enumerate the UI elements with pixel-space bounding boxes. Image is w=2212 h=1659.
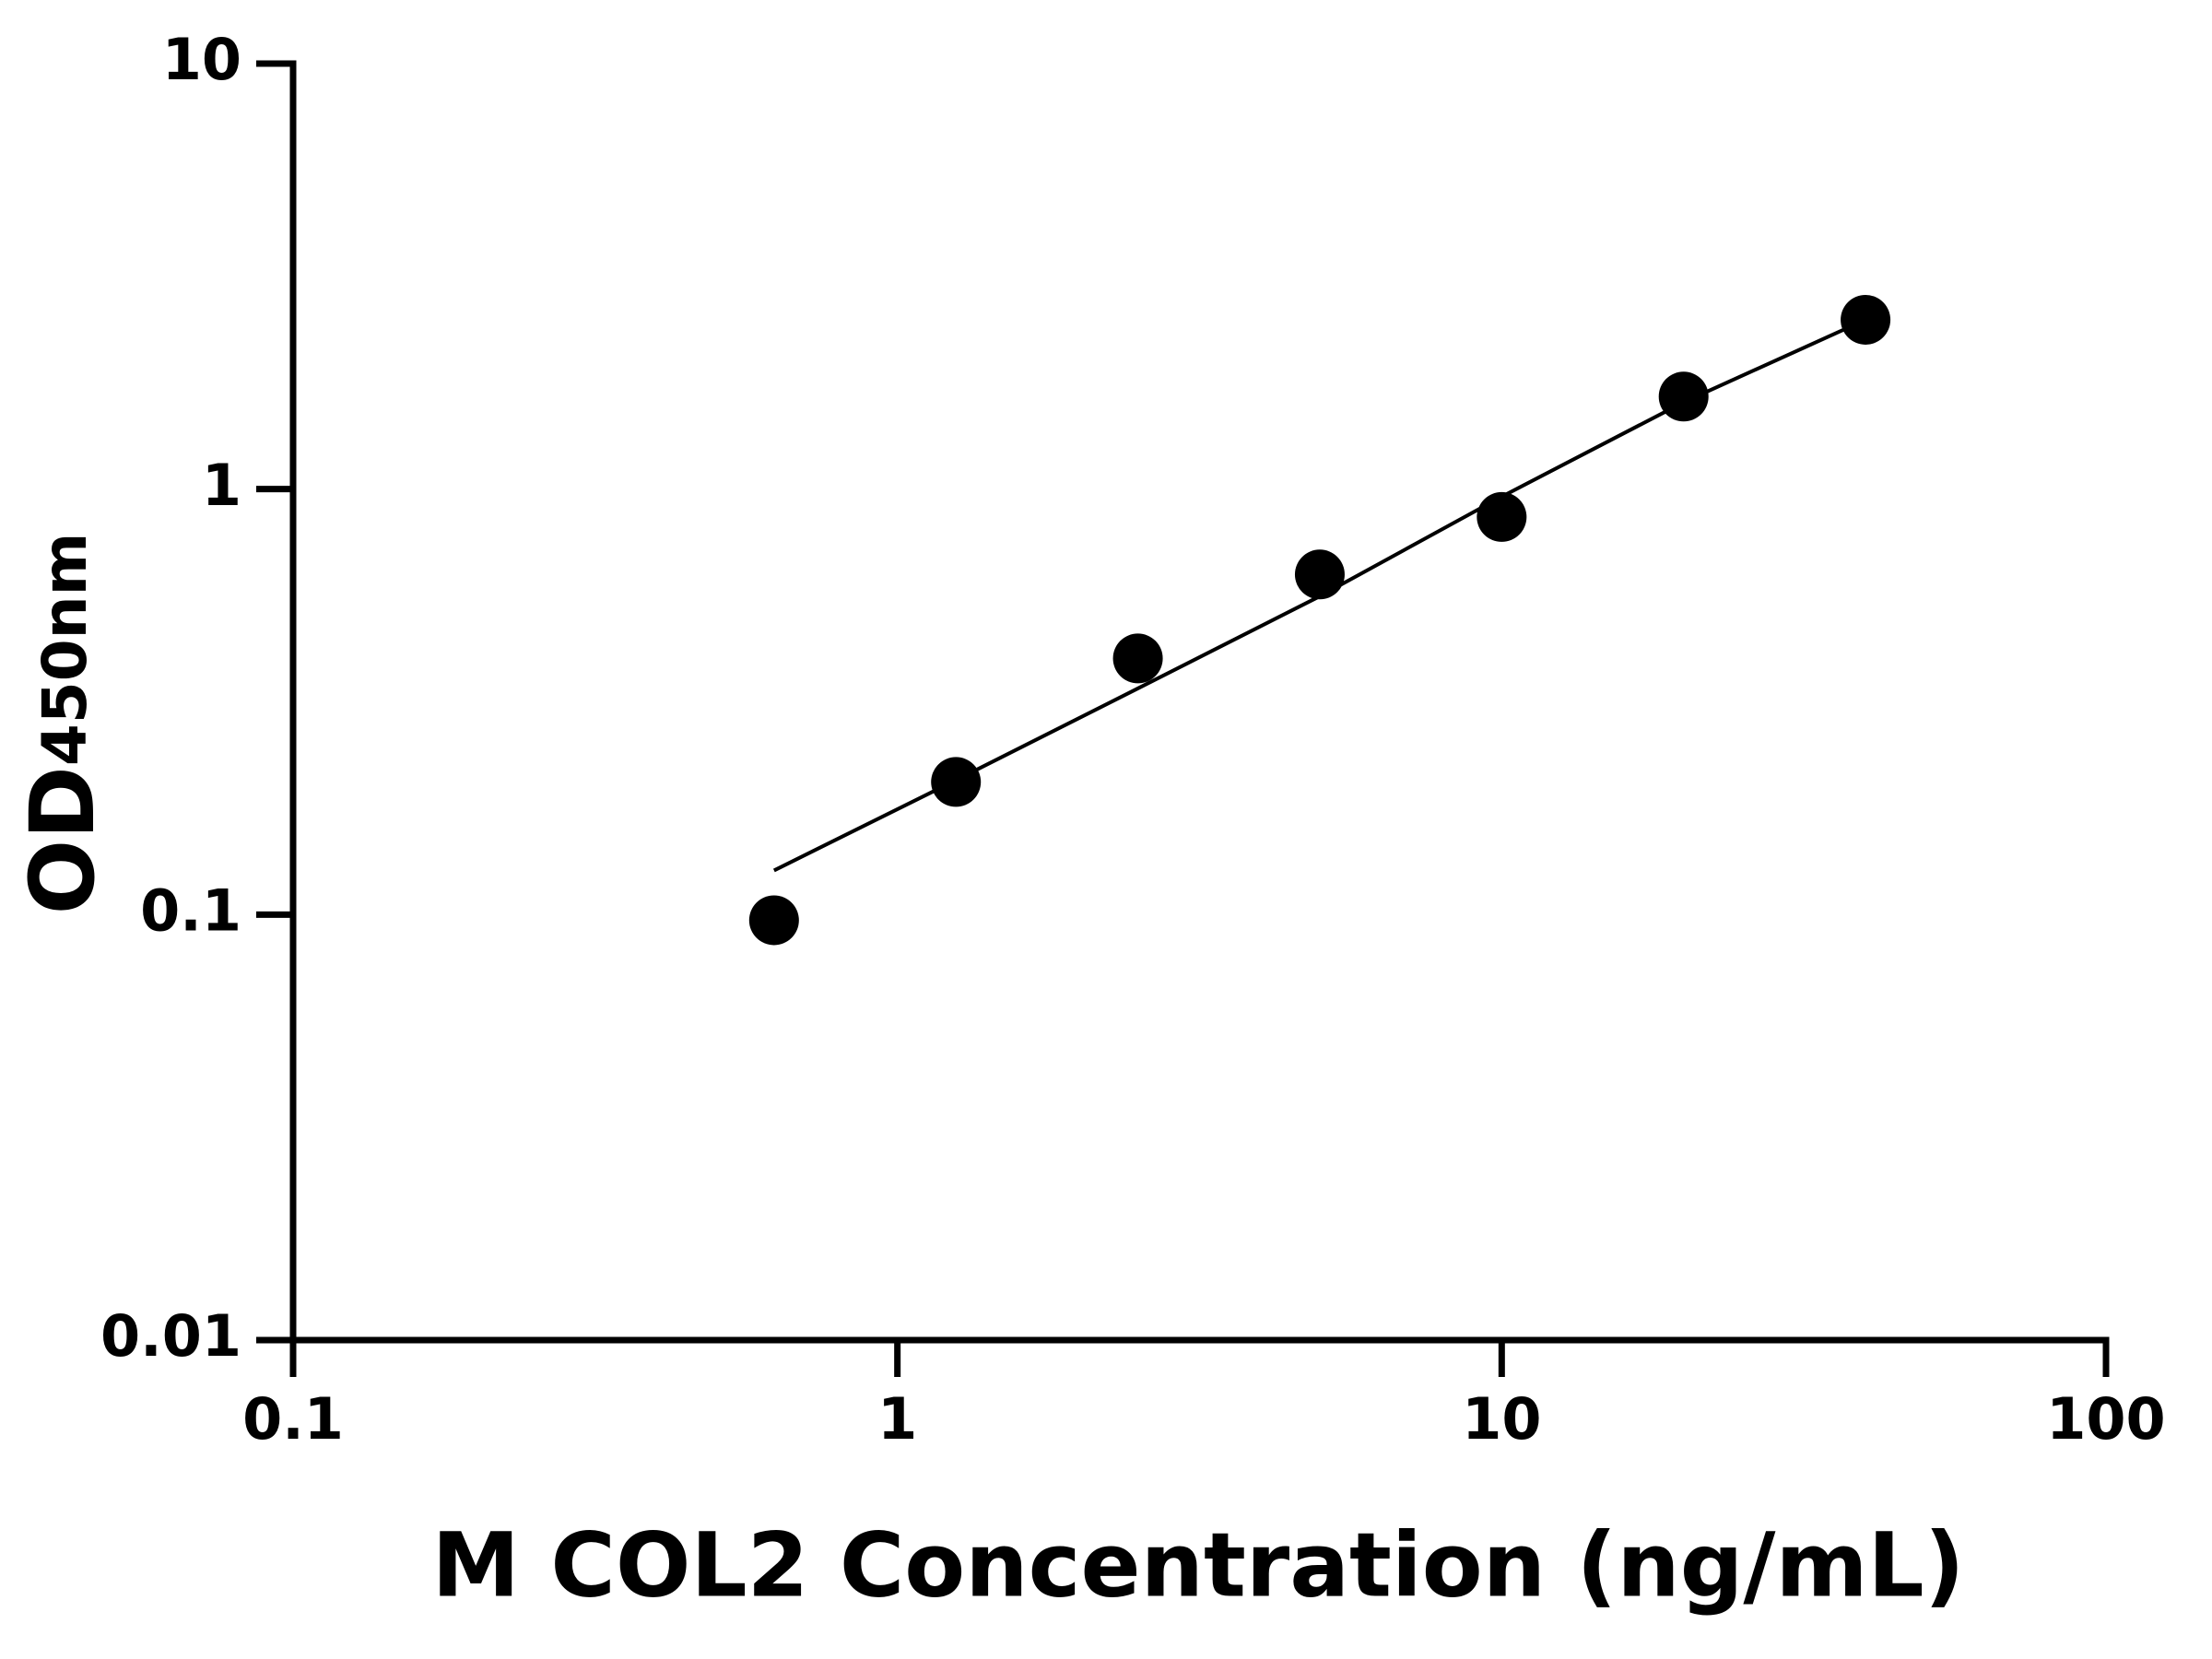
x-tick-label: 10 (1462, 1385, 1541, 1453)
y-tick-label: 1 (202, 452, 241, 519)
data-point (1658, 371, 1709, 422)
x-tick-label: 1 (877, 1385, 917, 1453)
y-tick-label: 0.1 (140, 877, 241, 944)
y-tick-label: 10 (162, 26, 241, 93)
data-point (1841, 294, 1891, 345)
y-axis-title-main: OD (11, 766, 114, 914)
x-tick-label: 0.1 (242, 1385, 344, 1453)
y-tick-label: 0.01 (100, 1302, 241, 1370)
data-point (1294, 549, 1345, 600)
y-axis-title: OD450nm (11, 533, 114, 915)
x-tick-label: 100 (2046, 1385, 2165, 1453)
data-point (748, 895, 799, 946)
y-axis-title-sub: 450nm (29, 533, 100, 767)
data-point (1477, 491, 1527, 542)
data-point (1112, 633, 1163, 684)
data-point (931, 757, 982, 807)
x-axis-title: M COL2 Concentration (ng/mL) (431, 1513, 1964, 1617)
